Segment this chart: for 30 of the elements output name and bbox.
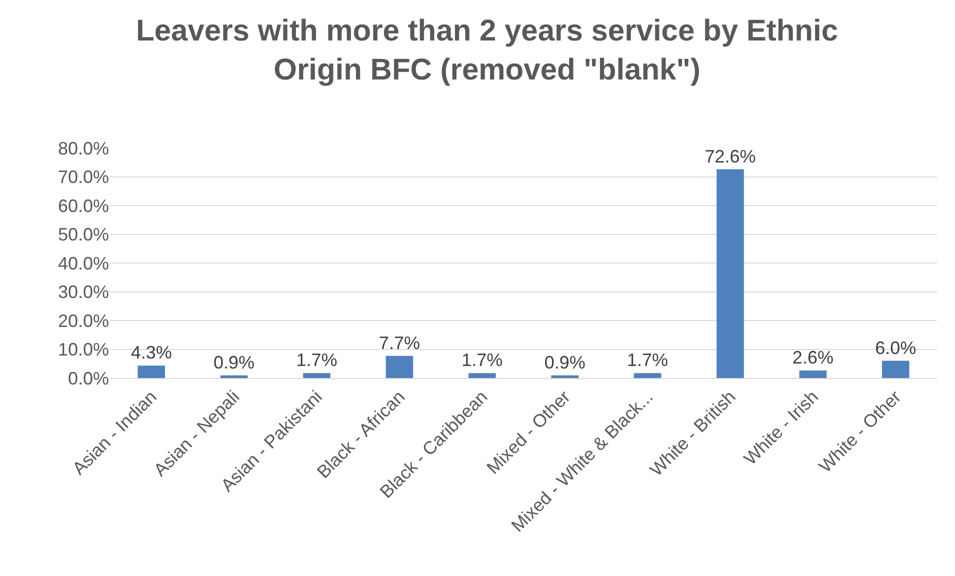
bar [551, 375, 578, 378]
y-tick-label: 0.0% [68, 368, 109, 388]
bar [220, 375, 248, 378]
bar [716, 169, 744, 378]
y-tick-label: 70.0% [58, 167, 109, 188]
bar [468, 373, 496, 378]
bar [138, 366, 165, 378]
bar [799, 370, 827, 378]
y-tick-label: 50.0% [58, 224, 109, 245]
bar [634, 373, 662, 378]
data-label: 4.3% [130, 342, 172, 363]
y-tick-label: 40.0% [58, 253, 109, 274]
data-label: 1.7% [462, 350, 503, 370]
bar [882, 360, 910, 378]
data-label: 0.9% [544, 352, 586, 372]
y-tick-label: 10.0% [58, 340, 109, 360]
chart-title: Leavers with more than 2 years service by Ethnic Origin BFC (removed "blank") [136, 14, 838, 86]
y-tick-label: 80.0% [58, 138, 109, 158]
data-label: 2.6% [792, 348, 834, 368]
data-label: 6.0% [875, 338, 916, 358]
bar [303, 373, 330, 378]
data-label: 72.6% [704, 146, 756, 166]
y-tick-label: 30.0% [58, 282, 109, 302]
data-label: 1.7% [296, 350, 338, 370]
data-label: 1.7% [627, 350, 668, 370]
bar [386, 356, 414, 378]
y-tick-label: 20.0% [58, 310, 109, 331]
data-label: 0.9% [214, 352, 255, 372]
y-tick-label: 60.0% [58, 196, 109, 216]
data-label: 7.7% [378, 332, 420, 353]
